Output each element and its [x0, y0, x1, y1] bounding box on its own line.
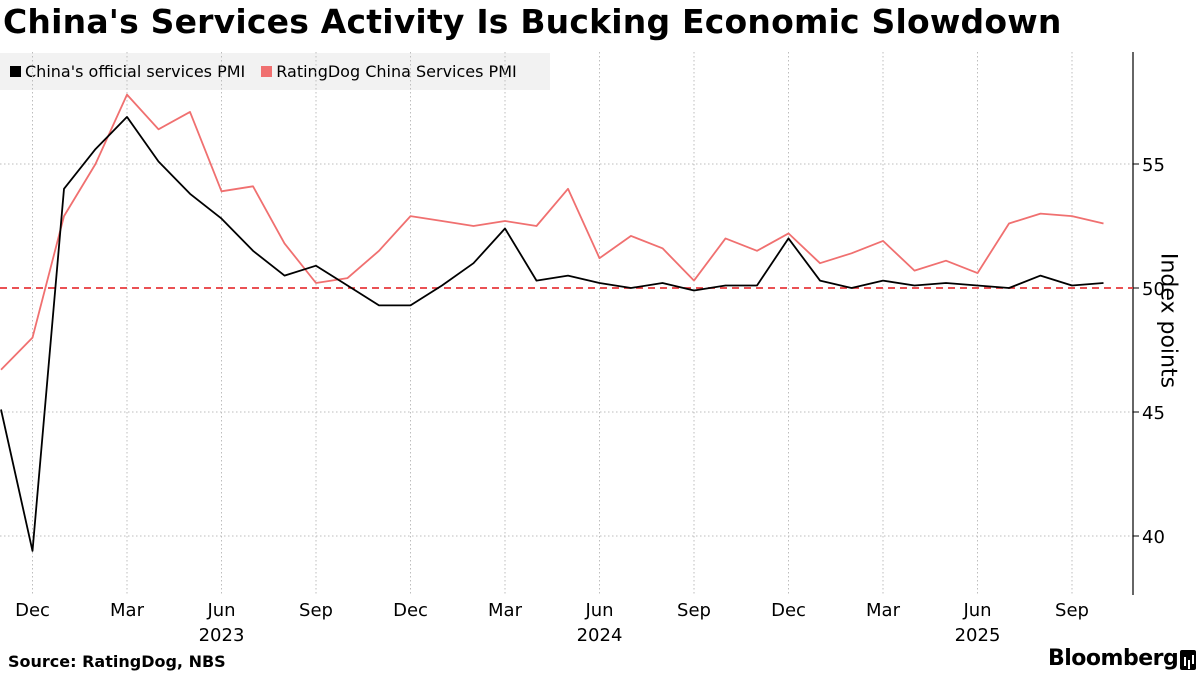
x-tick-label-0: Dec [15, 600, 50, 621]
legend-item-ratingdog: RatingDog China Services PMI [261, 62, 517, 81]
y-axis-label: Index points [1155, 252, 1181, 389]
x-tick-label-3: Sep [299, 600, 333, 621]
x-tick-label-2: Jun [206, 600, 235, 621]
x-year-label-2: 2023 [199, 625, 245, 646]
legend-label-ratingdog: RatingDog China Services PMI [276, 62, 517, 81]
y-tick-label-45: 45 [1142, 403, 1165, 424]
series-line-ratingdog [0, 93, 1104, 371]
y-tick-label-55: 55 [1142, 155, 1165, 176]
x-year-label-6: 2024 [577, 625, 623, 646]
x-tick-label-7: Sep [677, 600, 711, 621]
chart-title: China's Services Activity Is Bucking Eco… [3, 2, 1062, 41]
x-tick-label-8: Dec [771, 600, 806, 621]
y-tick-label-50: 50 [1142, 279, 1165, 300]
x-tick-label-1: Mar [110, 600, 145, 621]
brand-logo: Bloomberg [1048, 646, 1179, 671]
y-tick-label-40: 40 [1142, 527, 1165, 548]
x-tick-label-9: Mar [866, 600, 901, 621]
legend-swatch-official [10, 66, 21, 77]
bloomberg-icon [1180, 650, 1196, 670]
legend-swatch-ratingdog [261, 66, 273, 77]
x-tick-label-5: Mar [488, 600, 523, 621]
x-tick-label-6: Jun [584, 600, 613, 621]
legend-item-official: China's official services PMI [10, 62, 245, 81]
series-line-official [0, 116, 1104, 552]
x-tick-label-11: Sep [1055, 600, 1089, 621]
x-tick-label-4: Dec [393, 600, 428, 621]
legend-label-official: China's official services PMI [25, 62, 246, 81]
x-year-label-10: 2025 [955, 625, 1001, 646]
x-tick-label-10: Jun [962, 600, 991, 621]
source-note: Source: RatingDog, NBS [8, 652, 226, 671]
legend: China's official services PMI RatingDog … [0, 53, 550, 90]
